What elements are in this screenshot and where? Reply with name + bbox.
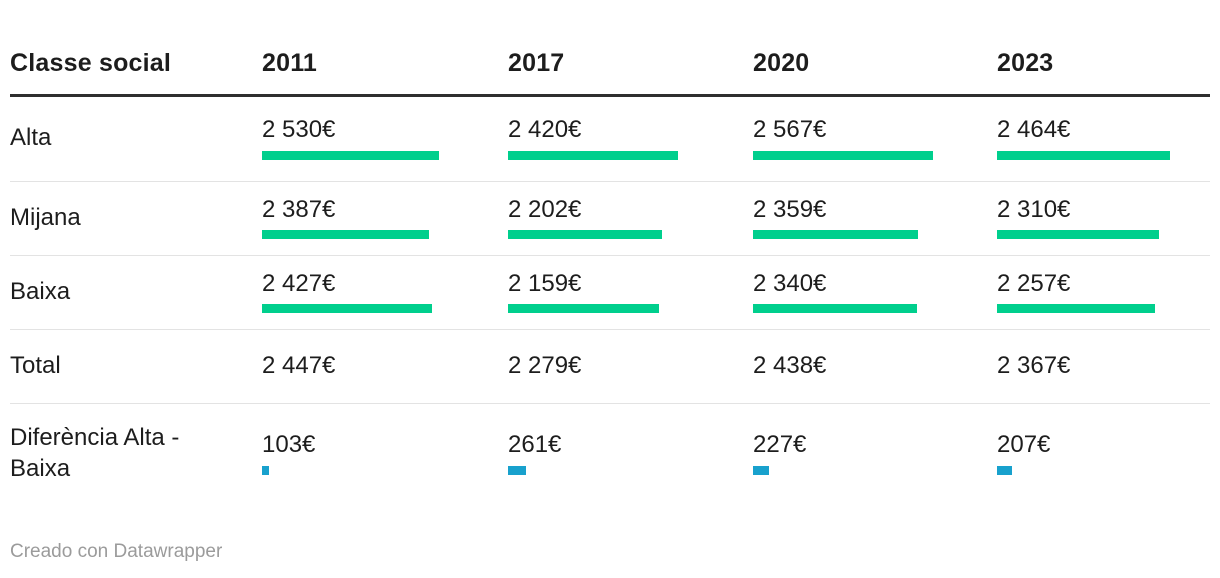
value-bar bbox=[262, 304, 433, 314]
value-bar bbox=[997, 304, 1156, 314]
header-cell-year: 2020 bbox=[753, 49, 810, 77]
value-bar bbox=[262, 230, 430, 240]
value-cell: 2 310€ bbox=[997, 196, 1210, 240]
value-cell: 2 340€ bbox=[753, 270, 997, 314]
value-text: 227€ bbox=[753, 431, 807, 459]
difference-bar bbox=[753, 465, 769, 475]
difference-bar bbox=[262, 465, 270, 475]
value-text: 103€ bbox=[262, 431, 316, 459]
table-row: Mijana 2 387€ 2 202€ 2 359€ 2 310€ bbox=[10, 182, 1210, 256]
value-bar bbox=[508, 230, 663, 240]
value-text: 2 427€ bbox=[262, 269, 336, 297]
value-cell: 2 530€ bbox=[262, 116, 508, 160]
header-cell-year: 2011 bbox=[262, 49, 318, 77]
value-cell: 2 464€ bbox=[997, 116, 1210, 160]
difference-bar bbox=[997, 465, 1012, 475]
value-text: 2 464€ bbox=[997, 116, 1071, 144]
value-cell: 2 279€ bbox=[508, 352, 753, 380]
value-bar bbox=[753, 150, 933, 160]
value-cell: 2 420€ bbox=[508, 116, 753, 160]
value-text: 2 310€ bbox=[997, 195, 1071, 223]
header-cell-year: 2017 bbox=[508, 49, 565, 77]
value-cell: 103€ bbox=[262, 431, 508, 475]
difference-bar bbox=[508, 465, 527, 475]
value-cell: 2 427€ bbox=[262, 270, 508, 314]
value-text: 207€ bbox=[997, 431, 1051, 459]
table-row: Diferència Alta - Baixa 103€ 261€ 227€ 207€ bbox=[10, 404, 1210, 500]
row-label: Alta bbox=[10, 124, 52, 152]
value-bar bbox=[508, 304, 660, 314]
value-cell: 2 367€ bbox=[997, 352, 1210, 380]
value-cell: 2 438€ bbox=[753, 352, 997, 380]
value-text: 2 279€ bbox=[508, 351, 582, 379]
value-text: 261€ bbox=[508, 431, 562, 459]
value-text: 2 387€ bbox=[262, 195, 336, 223]
value-text: 2 567€ bbox=[753, 116, 827, 144]
value-cell: 261€ bbox=[508, 431, 753, 475]
header-cell-year: 2023 bbox=[997, 49, 1054, 77]
value-cell: 2 387€ bbox=[262, 196, 508, 240]
value-text: 2 530€ bbox=[262, 116, 336, 144]
value-text: 2 420€ bbox=[508, 116, 582, 144]
table-header: Classe social 2011 2017 2020 2023 bbox=[10, 0, 1210, 97]
credit-line: Creado con Datawrapper bbox=[10, 541, 223, 562]
table-body: Alta 2 530€ 2 420€ 2 567€ 2 464€ Mijana 2 387€… bbox=[10, 97, 1210, 500]
value-text: 2 340€ bbox=[753, 269, 827, 297]
value-text: 2 367€ bbox=[997, 351, 1071, 379]
table-row: Total 2 447€ 2 279€ 2 438€ 2 367€ bbox=[10, 330, 1210, 404]
value-cell: 2 257€ bbox=[997, 270, 1210, 314]
table-row: Alta 2 530€ 2 420€ 2 567€ 2 464€ bbox=[10, 97, 1210, 182]
value-cell: 2 359€ bbox=[753, 196, 997, 240]
row-label: Total bbox=[10, 351, 61, 379]
value-cell: 2 567€ bbox=[753, 116, 997, 160]
value-text: 2 447€ bbox=[262, 351, 336, 379]
value-bar bbox=[753, 230, 919, 240]
value-bar bbox=[997, 150, 1170, 160]
value-cell: 2 202€ bbox=[508, 196, 753, 240]
value-text: 2 159€ bbox=[508, 269, 582, 297]
row-label: Mijana bbox=[10, 203, 81, 231]
value-bar bbox=[753, 304, 918, 314]
value-bar bbox=[997, 230, 1159, 240]
header-cell-classe-social: Classe social bbox=[10, 49, 172, 77]
value-bar bbox=[262, 150, 440, 160]
value-cell: 227€ bbox=[753, 431, 997, 475]
value-text: 2 359€ bbox=[753, 195, 827, 223]
value-text: 2 257€ bbox=[997, 269, 1071, 297]
value-cell: 2 447€ bbox=[262, 352, 508, 380]
table-row: Baixa 2 427€ 2 159€ 2 340€ 2 257€ bbox=[10, 256, 1210, 330]
value-cell: 2 159€ bbox=[508, 270, 753, 314]
value-text: 2 438€ bbox=[753, 351, 827, 379]
value-cell: 207€ bbox=[997, 431, 1210, 475]
row-label: Diferència Alta - Baixa bbox=[10, 423, 180, 482]
value-text: 2 202€ bbox=[508, 195, 582, 223]
row-label: Baixa bbox=[10, 277, 71, 305]
value-bar bbox=[508, 150, 678, 160]
